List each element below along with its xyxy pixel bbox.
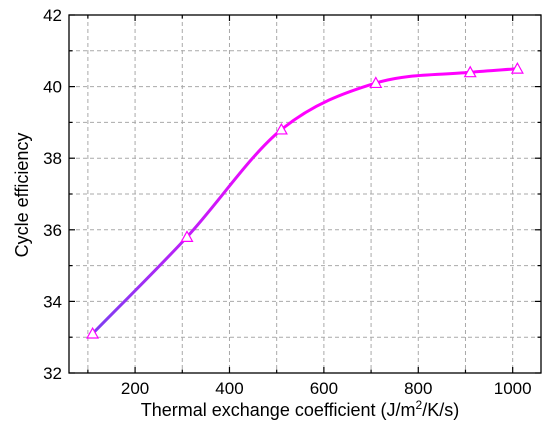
x-tick-label: 600 — [310, 379, 338, 398]
y-tick-label: 34 — [43, 292, 62, 311]
data-point — [86, 326, 100, 339]
tick-labels: 200 400 600 800 1000 32 34 36 38 40 42 — [43, 6, 532, 398]
y-tick-label: 32 — [43, 364, 62, 383]
x-tick-label: 800 — [404, 379, 432, 398]
data-point — [369, 76, 383, 89]
y-axis-title: Cycle efficiency — [12, 133, 32, 258]
y-tick-label: 40 — [43, 78, 62, 97]
y-tick-label: 38 — [43, 149, 62, 168]
x-tick-label: 1000 — [494, 379, 532, 398]
series-markers — [86, 61, 524, 339]
x-tick-label: 200 — [121, 379, 149, 398]
x-axis-title: Thermal exchange coefficient (J/m2/K/s) — [141, 398, 460, 420]
y-tick-label: 36 — [43, 221, 62, 240]
data-point — [510, 61, 524, 74]
data-point — [180, 230, 194, 242]
axis-ticks — [69, 14, 541, 374]
series-line — [91, 67, 518, 335]
data-point — [463, 65, 477, 78]
y-tick-label: 42 — [43, 6, 62, 25]
x-tick-label: 400 — [215, 379, 243, 398]
data-point — [274, 122, 288, 135]
